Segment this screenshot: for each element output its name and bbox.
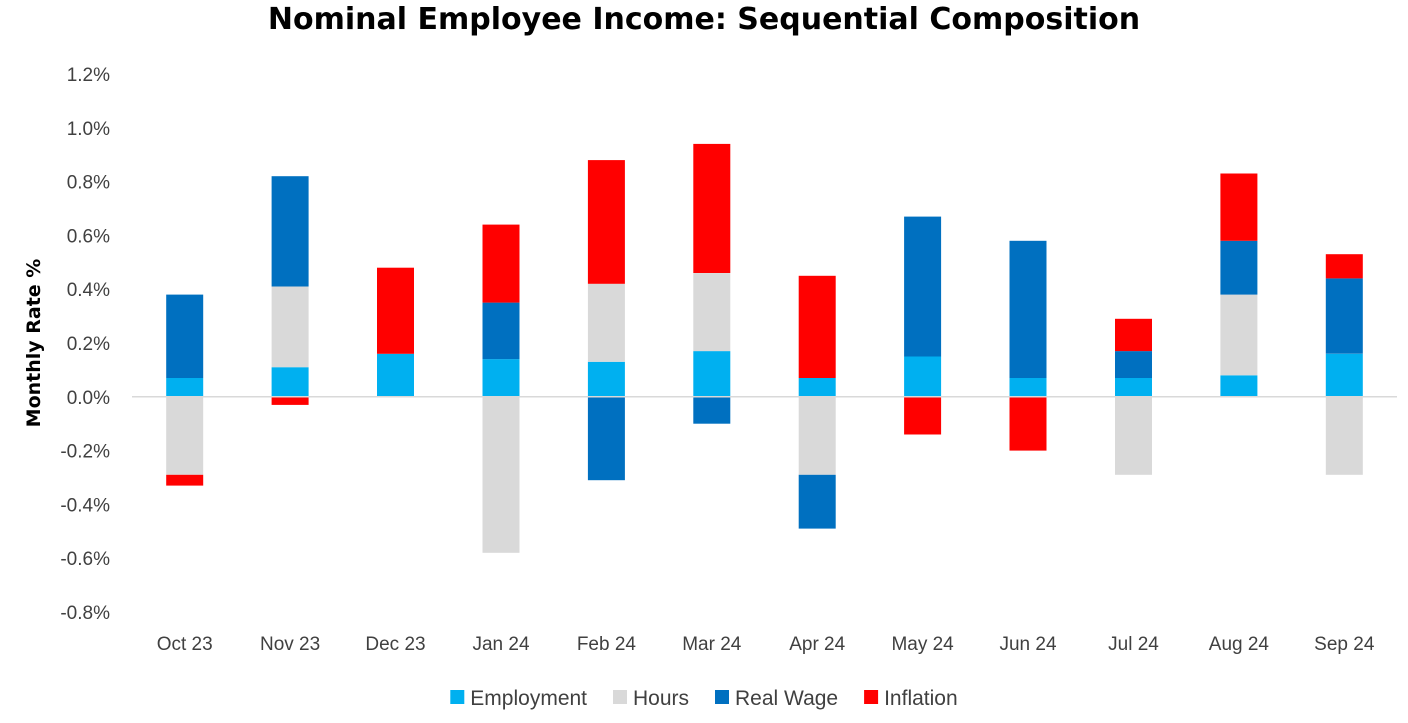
y-tick-label: 1.0% [67, 119, 110, 140]
bar-hours-oct-23 [166, 396, 204, 475]
bar-hours-sep-24 [1325, 396, 1363, 475]
legend-label-hours: Hours [633, 687, 689, 710]
bar-real-wage-jul-24 [1115, 351, 1152, 378]
x-tick-label: Oct 23 [157, 634, 213, 655]
x-tick-label: May 24 [891, 634, 954, 655]
legend: Employment Hours Real Wage Inflation [450, 687, 958, 710]
bar-real-wage-may-24 [904, 216, 942, 357]
y-tick-label: -0.4% [60, 495, 110, 516]
bar-real-wage-jan-24 [482, 302, 520, 360]
y-tick-label: 0.6% [67, 226, 110, 247]
bar-hours-nov-23 [271, 286, 309, 368]
y-tick-label: 0.2% [67, 334, 110, 355]
legend-label-real-wage: Real Wage [735, 687, 838, 710]
bar-employment-dec-23 [377, 353, 414, 397]
legend-label-employment: Employment [470, 687, 587, 710]
y-tick-label: -0.6% [60, 549, 110, 570]
bar-real-wage-oct-23 [166, 294, 204, 378]
bar-hours-jul-24 [1115, 396, 1152, 475]
x-tick-label: Jul 24 [1108, 634, 1159, 655]
bar-employment-mar-24 [693, 351, 731, 397]
bar-inflation-dec-23 [377, 267, 414, 354]
chart-title: Nominal Employee Income: Sequential Comp… [268, 2, 1140, 37]
bar-employment-jun-24 [1009, 378, 1047, 397]
x-axis-ticks: Oct 23 Nov 23 Dec 23 Jan 24 Feb 24 Mar 24 Apr … [157, 634, 1375, 655]
bars [166, 143, 1363, 553]
x-tick-label: Jan 24 [472, 634, 529, 655]
x-tick-label: Mar 24 [682, 634, 742, 655]
bar-inflation-jul-24 [1115, 318, 1152, 352]
bar-real-wage-sep-24 [1325, 278, 1363, 354]
bar-inflation-oct-23 [166, 474, 204, 486]
bar-real-wage-nov-23 [271, 176, 309, 287]
x-tick-label: Jun 24 [999, 634, 1056, 655]
legend-swatch-employment [450, 690, 465, 704]
bar-inflation-nov-23 [271, 396, 309, 405]
bar-inflation-jun-24 [1009, 396, 1047, 451]
bar-employment-jul-24 [1115, 378, 1152, 397]
y-tick-label: 0.8% [67, 173, 110, 194]
bar-real-wage-apr-24 [798, 474, 836, 529]
bar-real-wage-aug-24 [1220, 240, 1258, 295]
bar-inflation-may-24 [904, 396, 942, 435]
legend-swatch-inflation [864, 690, 879, 704]
y-tick-label: 1.2% [67, 65, 110, 86]
bar-hours-apr-24 [798, 396, 836, 475]
bar-hours-mar-24 [693, 273, 731, 352]
x-tick-label: Dec 23 [365, 634, 425, 655]
y-tick-label: 0.0% [67, 388, 110, 409]
bar-employment-jan-24 [482, 359, 520, 397]
x-tick-label: Apr 24 [789, 634, 845, 655]
bar-real-wage-mar-24 [693, 396, 731, 424]
x-tick-label: Aug 24 [1209, 634, 1270, 655]
x-tick-label: Sep 24 [1314, 634, 1375, 655]
bar-inflation-aug-24 [1220, 173, 1258, 241]
y-tick-label: 0.4% [67, 280, 110, 301]
bar-employment-may-24 [904, 356, 942, 397]
bar-employment-aug-24 [1220, 375, 1258, 397]
bar-real-wage-feb-24 [587, 396, 625, 481]
legend-swatch-real-wage [715, 690, 729, 704]
bar-employment-nov-23 [271, 367, 309, 397]
y-axis-label: Monthly Rate % [23, 259, 45, 428]
legend-swatch-hours [613, 690, 627, 704]
bar-real-wage-jun-24 [1009, 240, 1047, 378]
y-tick-label: -0.8% [60, 603, 110, 624]
y-tick-label: -0.2% [60, 442, 110, 463]
bar-inflation-mar-24 [693, 143, 731, 273]
bar-hours-feb-24 [587, 283, 625, 362]
x-tick-label: Nov 23 [260, 634, 320, 655]
bar-inflation-sep-24 [1325, 254, 1363, 279]
bar-hours-aug-24 [1220, 294, 1258, 376]
bar-employment-sep-24 [1325, 353, 1363, 397]
bar-employment-apr-24 [798, 378, 836, 397]
x-tick-label: Feb 24 [577, 634, 637, 655]
bar-employment-oct-23 [166, 378, 204, 397]
bar-inflation-apr-24 [798, 275, 836, 378]
bar-hours-jan-24 [482, 396, 520, 553]
legend-label-inflation: Inflation [884, 687, 958, 710]
bar-inflation-jan-24 [482, 224, 520, 303]
bar-employment-feb-24 [587, 361, 625, 397]
bar-inflation-feb-24 [587, 160, 625, 284]
y-axis-ticks: 1.2% 1.0% 0.8% 0.6% 0.4% 0.2% 0.0% -0.2% -0.4% -0… [60, 65, 110, 624]
